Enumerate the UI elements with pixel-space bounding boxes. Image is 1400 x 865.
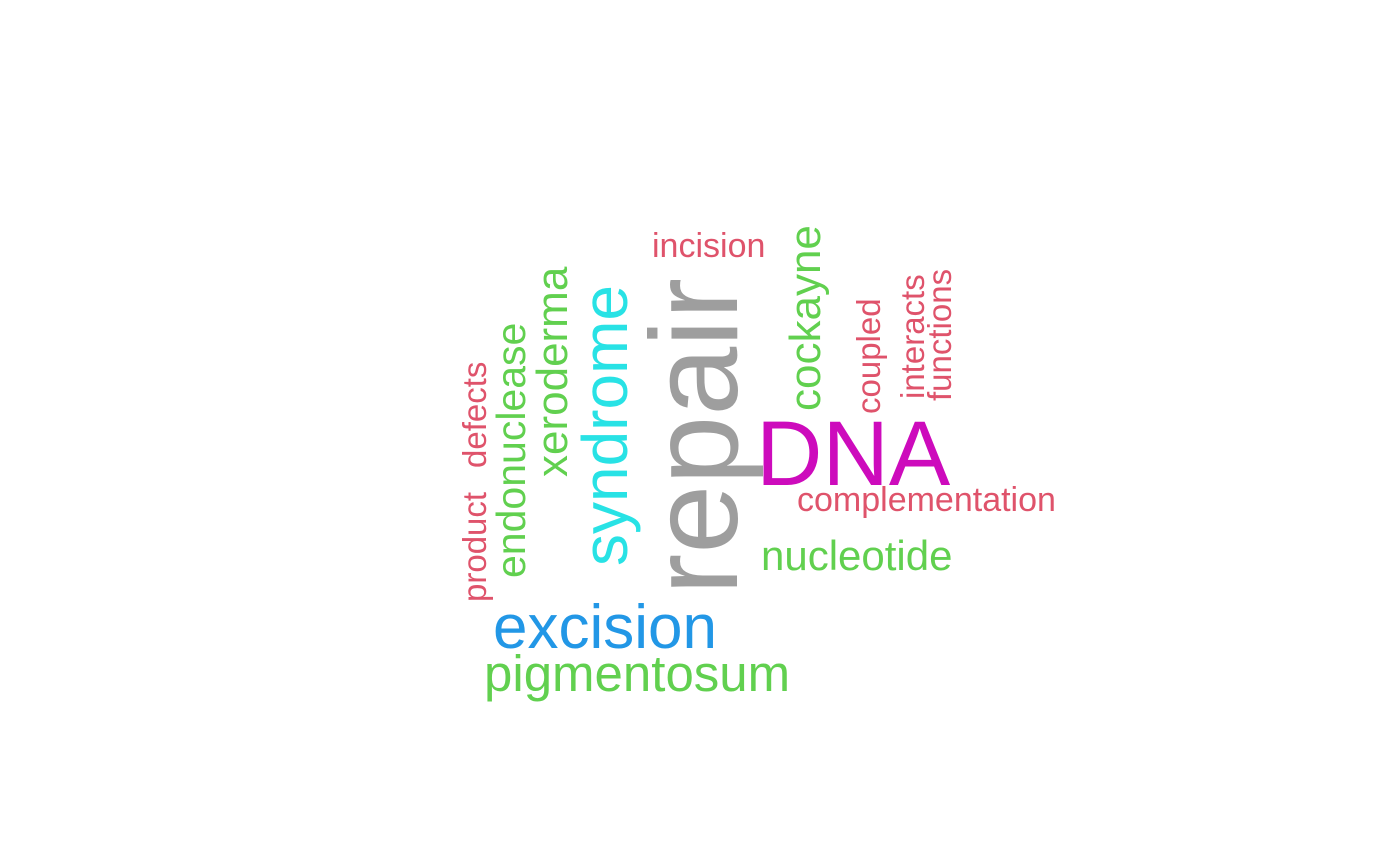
word-product: product (456, 492, 493, 602)
word-nucleotide: nucleotide (761, 532, 952, 579)
word-complementation: complementation (797, 481, 1056, 519)
word-endonuclease: endonuclease (488, 323, 534, 578)
word-functions: functions (921, 269, 958, 401)
word-repair: repair (626, 278, 764, 595)
word-dna: DNA (756, 403, 951, 505)
word-interacts: interacts (894, 274, 931, 399)
word-incision: incision (652, 227, 765, 265)
word-defects: defects (456, 362, 493, 468)
word-pigmentosum: pigmentosum (484, 645, 790, 702)
word-excision: excision (493, 593, 717, 662)
word-coupled: coupled (850, 298, 887, 414)
word-xeroderma: xeroderma (528, 266, 577, 477)
word-cockayne: cockayne (781, 225, 830, 411)
word-syndrome: syndrome (569, 285, 641, 566)
